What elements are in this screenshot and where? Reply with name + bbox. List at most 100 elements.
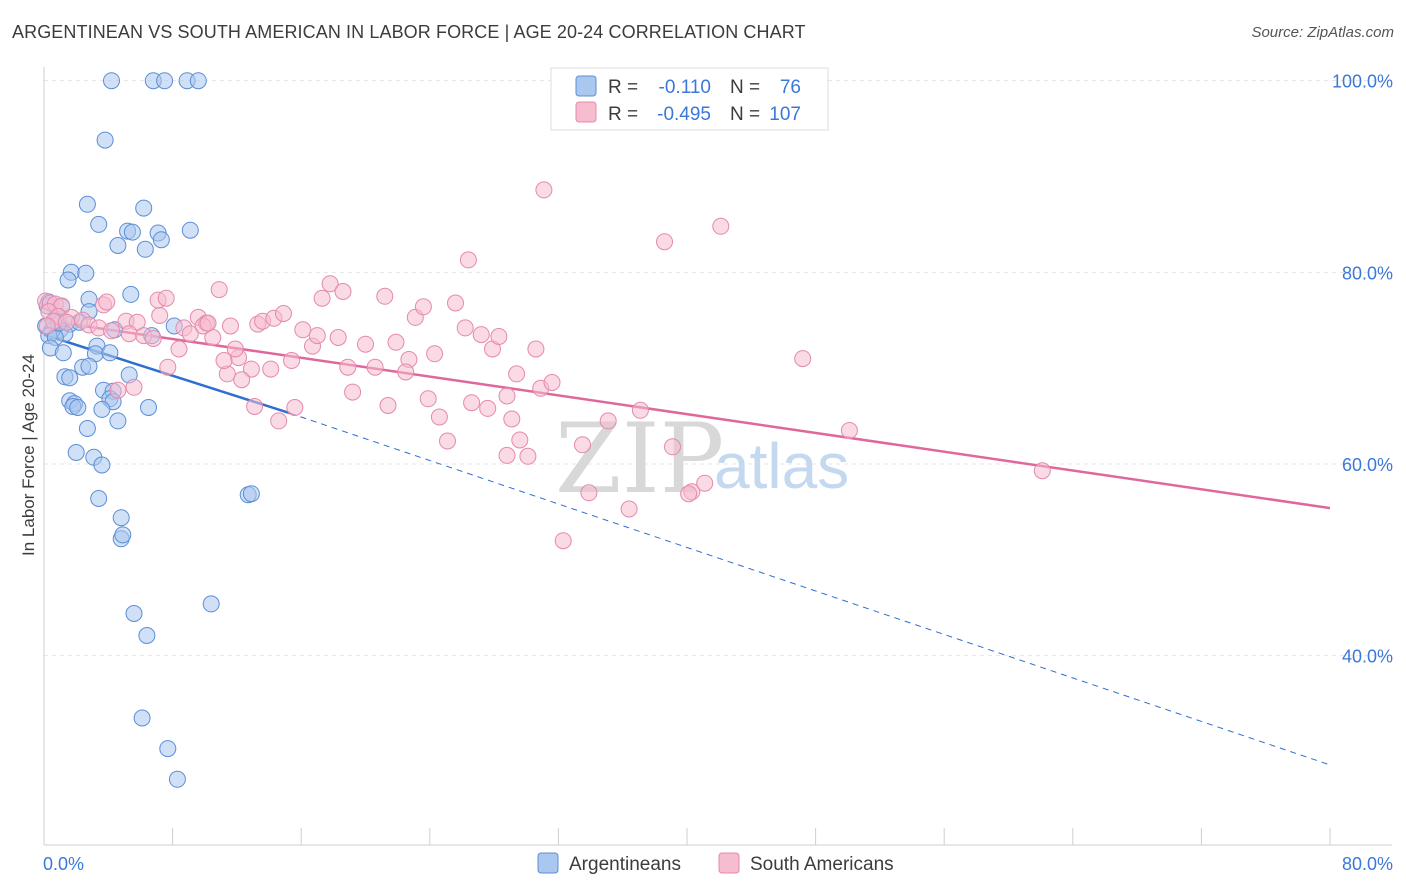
- data-point-south-americans: [490, 328, 508, 345]
- series-legend: Argentineans South Americans: [537, 852, 894, 875]
- data-point-argentineans: [77, 264, 95, 282]
- data-point-argentineans: [93, 400, 111, 418]
- data-point-south-americans: [286, 399, 304, 416]
- data-point-south-americans: [313, 289, 331, 307]
- data-point-south-americans: [144, 330, 162, 347]
- data-point-argentineans: [159, 740, 177, 758]
- data-point-south-americans: [599, 412, 617, 430]
- data-point-south-americans: [58, 313, 75, 331]
- data-point-argentineans: [152, 231, 170, 249]
- axis-labels: In Labor Force | Age 20-24 100.0% 80.0% 60…: [19, 72, 1393, 874]
- data-point-south-americans: [840, 422, 858, 439]
- data-point-south-americans: [376, 287, 394, 305]
- watermark: ZIP atlas: [555, 403, 849, 515]
- data-point-south-americans: [498, 387, 516, 405]
- data-point-south-americans: [527, 340, 545, 358]
- trend-line-argentineans-extension: [289, 412, 1331, 766]
- data-point-south-americans: [308, 327, 326, 345]
- data-point-argentineans: [90, 215, 108, 233]
- data-point-argentineans: [61, 369, 79, 387]
- data-point-south-americans: [414, 298, 432, 316]
- data-point-argentineans: [114, 526, 132, 544]
- data-point-south-americans: [159, 358, 177, 376]
- data-point-south-americans: [631, 401, 649, 419]
- data-point-argentineans: [122, 285, 140, 303]
- data-point-argentineans: [109, 237, 127, 254]
- data-point-south-americans: [321, 275, 339, 293]
- data-point-south-americans: [151, 307, 169, 324]
- x-tick-label: 0.0%: [43, 854, 84, 874]
- data-point-argentineans: [67, 444, 85, 461]
- data-point-south-americans: [262, 360, 280, 378]
- data-point-south-americans: [222, 317, 239, 335]
- data-point-south-americans: [294, 321, 312, 339]
- data-point-argentineans: [69, 399, 87, 416]
- data-point-argentineans: [78, 195, 96, 213]
- data-point-south-americans: [157, 289, 175, 307]
- y-tick-label: 80.0%: [1342, 263, 1393, 283]
- bottom-legend-label-south-americans: South Americans: [750, 854, 894, 875]
- data-point-south-americans: [574, 436, 591, 454]
- data-point-argentineans: [125, 605, 143, 622]
- data-point-south-americans: [498, 446, 516, 464]
- legend-r-label-2: R =: [608, 104, 638, 125]
- data-points: [37, 72, 1051, 788]
- data-point-south-americans: [696, 474, 714, 492]
- data-point-argentineans: [80, 357, 98, 375]
- data-point-south-americans: [620, 500, 638, 518]
- data-point-argentineans: [135, 199, 153, 217]
- data-point-south-americans: [125, 378, 143, 396]
- data-point-south-americans: [98, 293, 116, 311]
- data-point-argentineans: [78, 420, 96, 437]
- data-point-argentineans: [136, 240, 154, 258]
- data-point-south-americans: [387, 333, 405, 351]
- data-point-south-americans: [426, 345, 444, 363]
- data-point-south-americans: [463, 394, 481, 412]
- data-point-argentineans: [168, 770, 186, 788]
- data-point-south-americans: [680, 485, 698, 503]
- data-point-south-americans: [712, 217, 730, 235]
- data-point-south-americans: [503, 410, 521, 428]
- legend-n-value-1: 76: [780, 77, 801, 98]
- watermark-zip-text: ZIP: [555, 403, 724, 515]
- data-point-south-americans: [456, 319, 474, 337]
- data-point-south-americans: [397, 363, 415, 381]
- data-point-south-americans: [656, 233, 673, 251]
- data-point-south-americans: [447, 294, 464, 312]
- data-point-argentineans: [101, 344, 119, 362]
- data-point-south-americans: [664, 438, 681, 456]
- data-point-south-americans: [1033, 462, 1051, 480]
- legend-r-label-1: R =: [608, 77, 638, 98]
- y-tick-label: 60.0%: [1342, 455, 1393, 475]
- data-point-south-americans: [519, 447, 537, 465]
- axes: [43, 67, 1392, 846]
- data-point-argentineans: [103, 72, 120, 90]
- stats-legend: R = -0.110 N = 76 R = -0.495 N = 107: [550, 67, 829, 131]
- legend-r-value-2: -0.495: [657, 104, 711, 125]
- data-point-south-americans: [103, 322, 120, 340]
- data-point-south-americans: [210, 281, 228, 299]
- data-point-south-americans: [543, 374, 561, 391]
- trend-line-south-americans: [43, 319, 1331, 510]
- x-tick-label: 80.0%: [1342, 854, 1393, 874]
- chart-source: Source: ZipAtlas.com: [1251, 24, 1394, 41]
- data-point-south-americans: [535, 181, 553, 199]
- data-point-argentineans: [96, 131, 114, 149]
- data-point-south-americans: [511, 431, 529, 449]
- data-point-south-americans: [339, 358, 357, 376]
- trend-lines: [43, 319, 1331, 766]
- data-point-south-americans: [794, 350, 812, 368]
- data-point-south-americans: [472, 326, 490, 344]
- data-point-argentineans: [90, 490, 108, 507]
- data-point-south-americans: [275, 305, 292, 322]
- legend-r-value-1: -0.110: [659, 77, 711, 98]
- data-point-argentineans: [93, 456, 111, 474]
- data-point-south-americans: [242, 360, 260, 378]
- data-point-argentineans: [242, 485, 260, 503]
- data-point-argentineans: [123, 223, 141, 241]
- y-axis-label: In Labor Force | Age 20-24: [19, 354, 38, 556]
- y-tick-label: 100.0%: [1332, 72, 1393, 92]
- data-point-argentineans: [202, 595, 220, 613]
- data-point-south-americans: [430, 408, 448, 426]
